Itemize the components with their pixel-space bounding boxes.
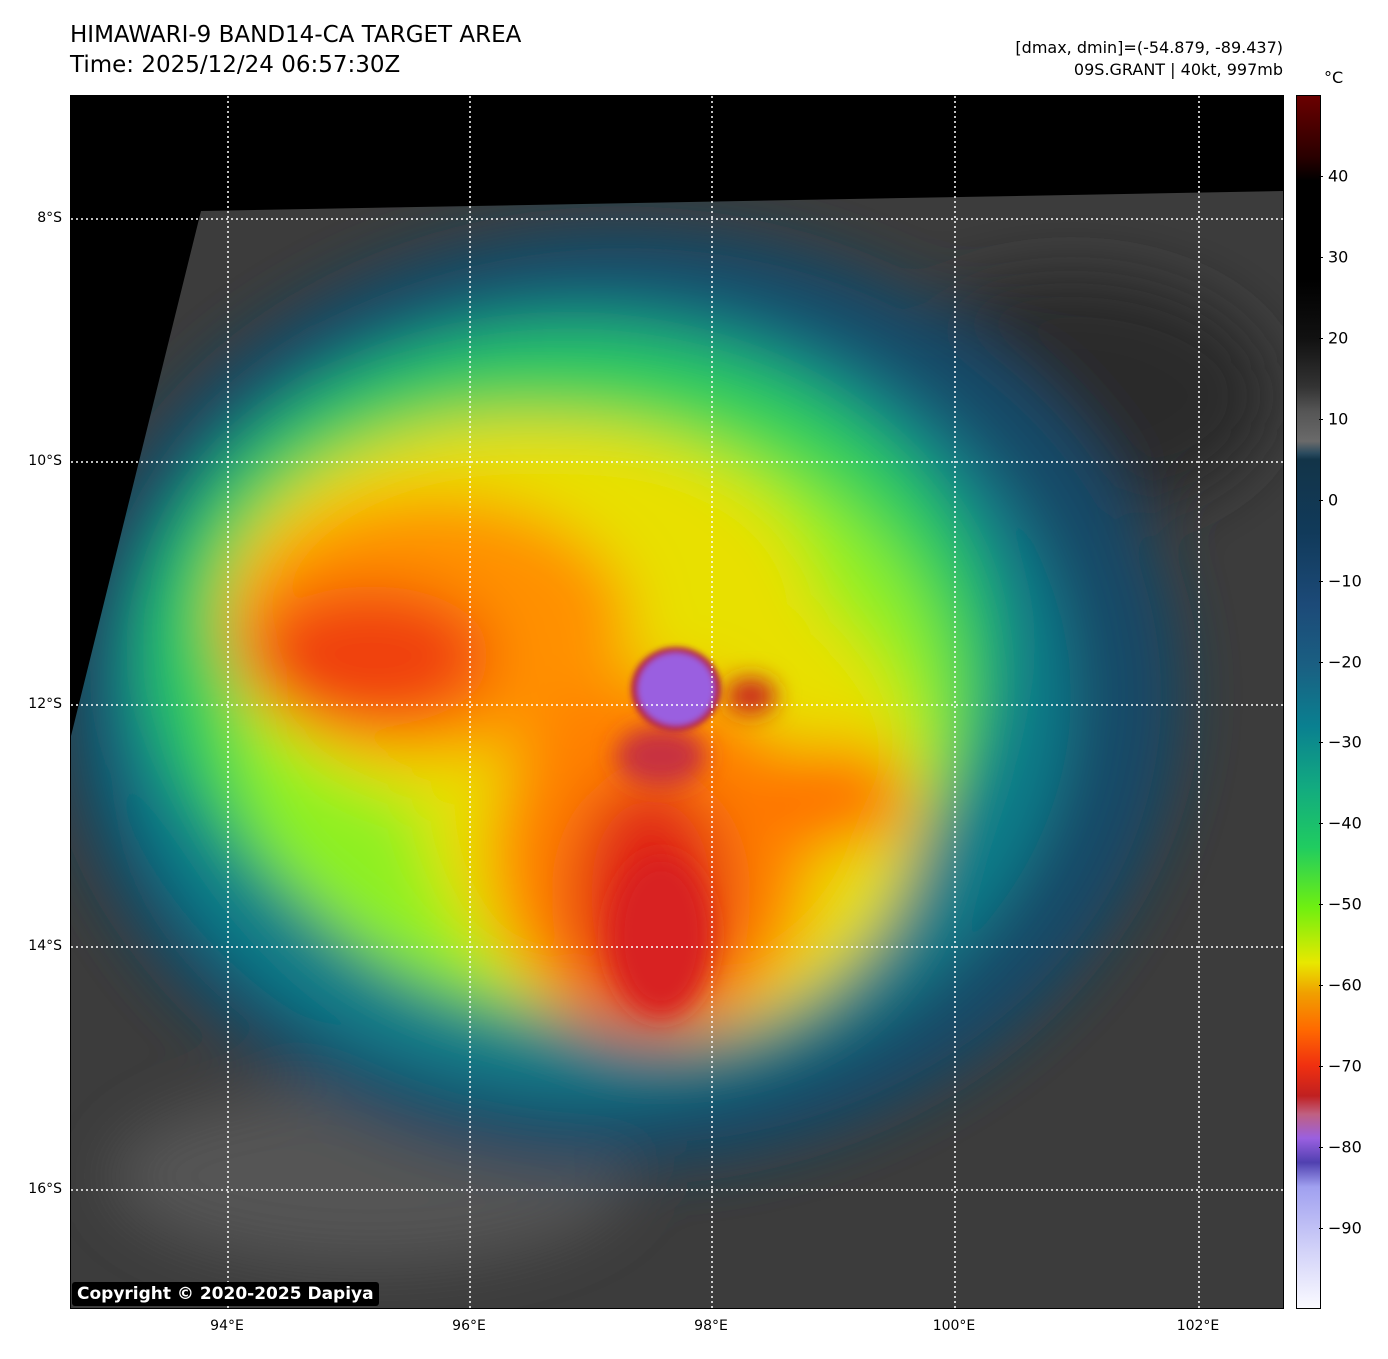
colorbar-tick-label: −60 (1328, 975, 1362, 995)
storm-info: 09S.GRANT | 40kt, 997mb (1073, 60, 1283, 79)
lon-label: 96°E (452, 1318, 486, 1334)
colorbar-tick-mark (1319, 337, 1323, 339)
colorbar-tick-mark (1319, 904, 1323, 906)
colorbar-tick-label: −70 (1328, 1056, 1362, 1076)
lat-label: 8°S (37, 210, 62, 226)
colorbar-tick-label: 10 (1328, 409, 1349, 429)
ir-imagery (71, 96, 1283, 1308)
colorbar-unit: °C (1324, 68, 1344, 87)
colorbar-tick-label: −10 (1328, 571, 1362, 591)
satellite-image-map (70, 95, 1284, 1309)
colorbar-tick-mark (1319, 499, 1323, 501)
observation-time: Time: 2025/12/24 06:57:30Z (70, 52, 401, 78)
copyright-label: Copyright © 2020-2025 Dapiya (72, 1282, 379, 1306)
colorbar-tick-label: −40 (1328, 813, 1362, 833)
dmax-dmin-range: [dmax, dmin]=(-54.879, -89.437) (1015, 38, 1283, 57)
colorbar-tick-mark (1319, 661, 1323, 663)
colorbar-tick-mark (1319, 1228, 1323, 1230)
graticule (71, 96, 1283, 1308)
colorbar (1296, 95, 1321, 1309)
lat-label: 12°S (28, 696, 62, 712)
colorbar-tick-label: −20 (1328, 652, 1362, 672)
colorbar-tick-mark (1319, 1147, 1323, 1149)
colorbar-tick-label: −90 (1328, 1218, 1362, 1238)
lon-label: 94°E (210, 1318, 244, 1334)
lat-label: 10°S (28, 453, 62, 469)
lon-label: 102°E (1176, 1318, 1220, 1334)
colorbar-tick-mark (1319, 742, 1323, 744)
colorbar-tick-label: −50 (1328, 894, 1362, 914)
colorbar-tick-label: 40 (1328, 166, 1349, 186)
colorbar-tick-mark (1319, 985, 1323, 987)
colorbar-tick-label: −30 (1328, 732, 1362, 752)
colorbar-tick-mark (1319, 580, 1323, 582)
colorbar-tick-mark (1319, 175, 1323, 177)
lon-label: 100°E (932, 1318, 976, 1334)
colorbar-tick-label: 20 (1328, 328, 1349, 348)
no-data-region (71, 96, 1283, 736)
colorbar-tick-label: −80 (1328, 1137, 1362, 1157)
colorbar-tick-mark (1319, 823, 1323, 825)
lat-label: 14°S (28, 938, 62, 954)
colorbar-tick-label: 0 (1328, 490, 1339, 510)
colorbar-tick-mark (1319, 418, 1323, 420)
colorbar-tick-mark (1319, 1066, 1323, 1068)
colorbar-tick-mark (1319, 256, 1323, 258)
chart-title: HIMAWARI-9 BAND14-CA TARGET AREA (70, 22, 522, 48)
colorbar-tick-label: 30 (1328, 247, 1349, 267)
lat-label: 16°S (28, 1181, 62, 1197)
lon-label: 98°E (694, 1318, 728, 1334)
